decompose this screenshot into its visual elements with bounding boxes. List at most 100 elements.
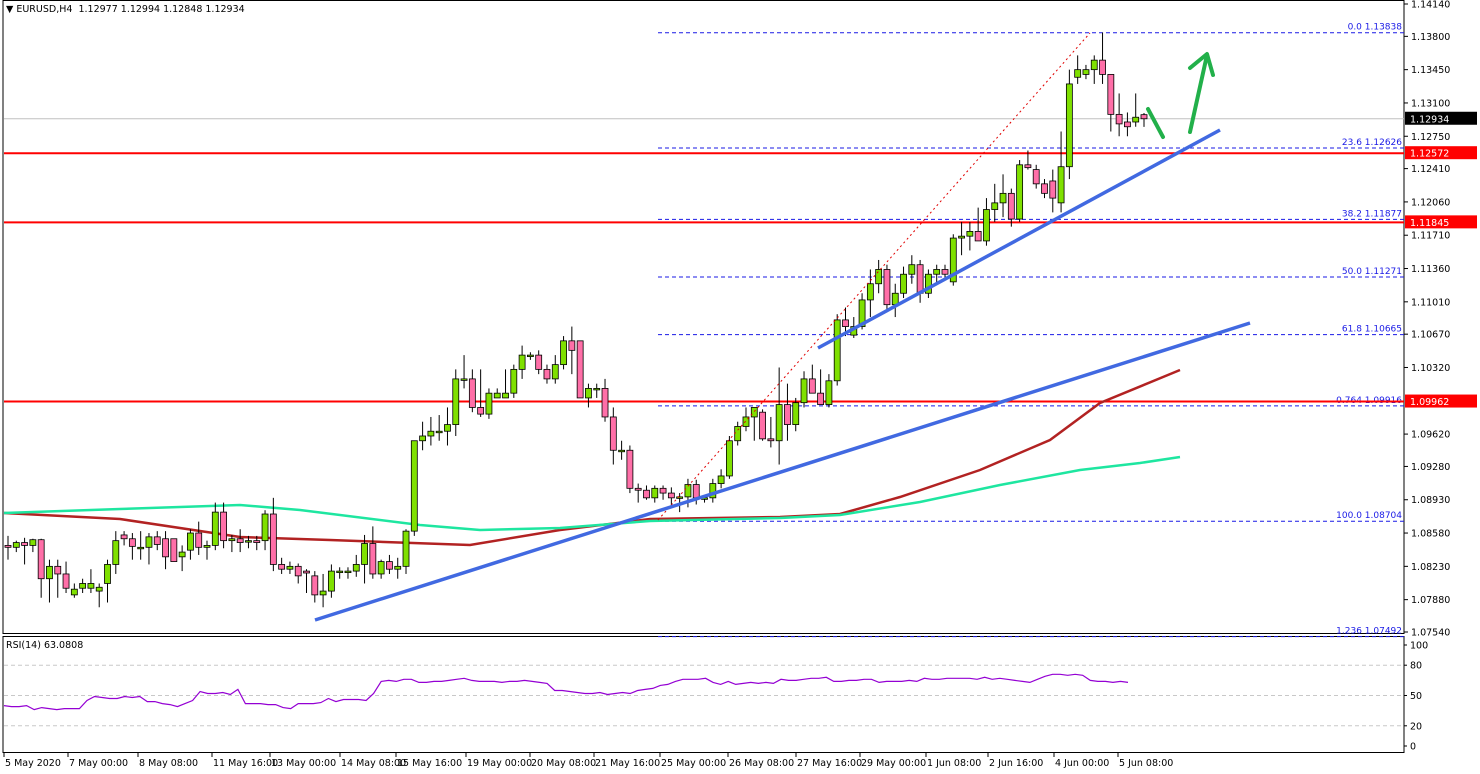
- bull-candle: [427, 430, 435, 437]
- bear-candle: [386, 561, 393, 570]
- rsi-tick-label: 50: [1410, 691, 1422, 702]
- bull-candle: [29, 539, 37, 546]
- price-tag-label: 1.12572: [1410, 149, 1449, 160]
- fib-diagonal-line: [657, 32, 1091, 521]
- bear-candle: [842, 319, 849, 327]
- bull-candle: [1090, 59, 1098, 71]
- rsi-indicator: 100 80 50 20 0: [3, 641, 1428, 753]
- bull-candle: [452, 378, 460, 425]
- price-tag: [1405, 215, 1477, 229]
- bear-candle: [128, 538, 136, 547]
- bear-candle: [236, 538, 244, 543]
- y-tick-label: 1.07880: [1411, 595, 1450, 606]
- bull-candle: [286, 565, 294, 570]
- x-tick-label: 27 May 16:00: [797, 758, 862, 769]
- bull-candle: [585, 388, 592, 399]
- bear-candle: [601, 388, 609, 418]
- bear-candle: [369, 543, 377, 575]
- bull-candle: [352, 564, 360, 572]
- bull-candle: [145, 536, 153, 548]
- bear-candle: [941, 269, 949, 275]
- y-tick-label: 1.13800: [1411, 32, 1450, 43]
- bear-candle: [626, 449, 634, 489]
- y-tick-label: 1.07540: [1411, 628, 1450, 639]
- bull-candle: [402, 530, 410, 567]
- bull-candle: [742, 416, 750, 427]
- bull-candle: [891, 292, 899, 306]
- fib-level-label: 50.0 1.11271: [1342, 267, 1402, 277]
- bull-candle: [70, 588, 78, 596]
- bull-candle: [12, 542, 20, 548]
- bear-candle: [543, 368, 551, 380]
- bull-candle: [502, 392, 509, 399]
- bear-candle: [120, 534, 128, 540]
- bear-candle: [1124, 121, 1131, 128]
- trend-line-lower: [314, 321, 1251, 622]
- bear-candle: [1032, 169, 1040, 185]
- bull-candle: [593, 388, 601, 391]
- bull-candle: [551, 364, 559, 380]
- bear-candle: [37, 539, 45, 580]
- x-tick-label: 8 May 08:00: [139, 758, 198, 769]
- bull-candle: [46, 565, 53, 580]
- bear-candle: [162, 538, 169, 558]
- y-tick-label: 1.09280: [1411, 462, 1450, 473]
- bull-candle: [319, 590, 327, 596]
- bull-candle: [336, 570, 344, 574]
- bear-candle: [692, 484, 700, 499]
- bear-candle: [62, 573, 70, 589]
- bull-candle: [518, 354, 526, 370]
- bear-candle: [817, 392, 825, 405]
- rsi-tick-label: 0: [1410, 742, 1416, 753]
- bull-candle: [1057, 166, 1065, 204]
- bear-candle: [153, 536, 161, 545]
- bull-candle: [800, 378, 808, 404]
- bear-candle: [4, 545, 12, 548]
- bear-candle: [883, 269, 891, 306]
- y-tick-label: 1.10320: [1411, 363, 1450, 374]
- y-tick-label: 1.08930: [1411, 495, 1450, 506]
- bear-candle: [1049, 180, 1057, 199]
- bull-candle: [734, 426, 742, 442]
- bear-candle: [468, 378, 476, 408]
- bear-candle: [253, 540, 261, 543]
- x-tick-label: 13 May 00:00: [271, 758, 336, 769]
- bear-candle: [220, 511, 227, 542]
- x-tick-label: 26 May 08:00: [729, 758, 794, 769]
- chart-axes: 1.14140 1.13800 1.13450 1.13100 1.12750 1.124…: [2, 0, 1450, 769]
- drawings[interactable]: [314, 32, 1251, 622]
- bull-candle: [983, 209, 990, 242]
- bull-candle: [211, 511, 219, 546]
- moving-average-slow: [3, 455, 1181, 532]
- x-tick-label: 29 May 00:00: [861, 758, 926, 769]
- bear-candle: [634, 487, 642, 491]
- bull-candle: [79, 583, 87, 589]
- x-tick-label: 20 May 08:00: [531, 758, 596, 769]
- bull-candle: [560, 340, 567, 366]
- bull-candle: [775, 404, 783, 442]
- chart-title: ▼ EURUSD,H4 1.12977 1.12994 1.12848 1.12…: [6, 4, 245, 15]
- y-tick-label: 1.10670: [1411, 330, 1450, 341]
- x-tick-label: 15 May 16:00: [397, 758, 462, 769]
- bull-candle: [792, 402, 800, 425]
- bear-candle: [643, 489, 650, 499]
- bull-candle: [866, 283, 874, 301]
- bull-candle: [1082, 69, 1090, 75]
- bull-candle: [726, 440, 733, 477]
- bear-candle: [916, 264, 924, 294]
- y-tick-label: 1.11010: [1411, 297, 1450, 308]
- current-price-label: 1.12934: [1410, 114, 1449, 125]
- fib-level-label: 100.0 1.08704: [1336, 511, 1402, 521]
- bear-candle: [576, 340, 584, 399]
- triangle-down-icon[interactable]: ▼: [6, 4, 14, 15]
- bear-candle: [667, 492, 675, 499]
- x-tick-label: 25 May 00:00: [661, 758, 726, 769]
- bull-candle: [949, 237, 957, 283]
- bear-candle: [1107, 74, 1115, 115]
- bear-candle: [303, 570, 310, 574]
- bull-candle: [908, 264, 916, 275]
- bear-candle: [278, 564, 286, 570]
- ohlc-values: 1.12977 1.12994 1.12848 1.12934: [78, 4, 245, 15]
- bull-candle: [958, 235, 965, 239]
